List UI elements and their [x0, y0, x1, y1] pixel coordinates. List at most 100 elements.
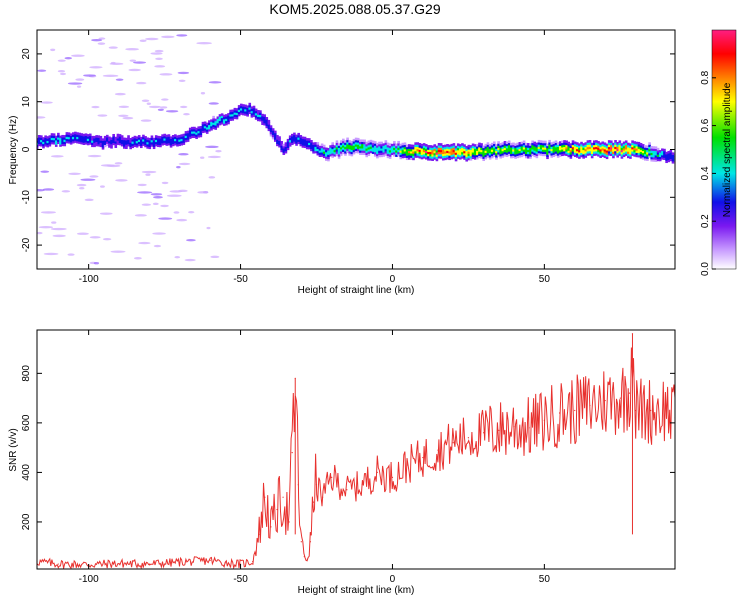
snr-series-line: [37, 347, 675, 569]
ridge-cell: [584, 153, 588, 156]
ridge-cell: [522, 149, 526, 152]
ridge-cell: [433, 148, 437, 152]
ridge-cell: [490, 144, 494, 148]
ridge-cell: [554, 140, 558, 144]
ridge-cell: [308, 140, 311, 143]
ridge-cell: [433, 152, 437, 156]
ridge-cell: [439, 143, 443, 146]
ridge-cell: [554, 149, 558, 152]
ridge-cell: [82, 140, 86, 143]
ridge-cell: [561, 147, 564, 150]
ridge-cell: [635, 150, 639, 153]
ridge-cell: [376, 147, 379, 150]
noise-blob: [150, 193, 163, 196]
noise-blob: [134, 214, 147, 217]
ridge-cell: [50, 135, 54, 138]
ridge-cell: [637, 150, 641, 154]
ridge-cell: [359, 152, 362, 155]
noise-blob: [141, 170, 157, 174]
ridge-cell: [544, 153, 547, 157]
ridge-cell: [646, 151, 649, 155]
ridge-cell: [159, 144, 162, 148]
ridge-cell: [518, 150, 522, 154]
ridge-cell: [144, 142, 147, 146]
ridge-cell: [584, 155, 588, 158]
ridge-cell: [131, 145, 135, 149]
ridge-cell: [590, 151, 594, 154]
ridge-cell: [78, 132, 81, 136]
ridge-cell: [401, 142, 405, 146]
ridge-cell: [178, 137, 181, 140]
ridge-cell: [305, 144, 309, 148]
ridge-cell: [337, 149, 341, 153]
ridge-cell: [650, 156, 654, 160]
ridge-cell: [337, 145, 341, 148]
ridge-cell: [220, 121, 224, 125]
ridge-cell: [652, 159, 656, 162]
colorbar-gradient: [711, 29, 737, 270]
ridge-cell: [586, 140, 590, 143]
ridge-cell: [280, 143, 283, 146]
noise-blob: [79, 187, 85, 190]
ridge-cell: [252, 112, 256, 115]
ridge-cell: [424, 152, 428, 156]
ridge-cell: [235, 110, 239, 113]
ridge-cell: [635, 141, 639, 145]
ridge-cell: [116, 138, 120, 141]
snr-point: [589, 404, 591, 407]
ridge-cell: [295, 138, 298, 142]
snr-point: [574, 409, 576, 412]
ridge-cell: [165, 141, 169, 144]
ridge-cell: [488, 154, 492, 158]
ridge-cell: [429, 145, 432, 148]
ridge-cell: [395, 143, 398, 147]
ridge-cell: [210, 123, 213, 127]
ridge-cell: [197, 126, 201, 129]
ridge-cell: [401, 147, 405, 150]
ridge-cell: [573, 145, 577, 149]
noise-blob: [89, 66, 103, 69]
ridge-cell: [88, 135, 92, 139]
ridge-cell: [325, 158, 328, 161]
ridge-cell: [669, 156, 673, 160]
ridge-cell: [573, 147, 577, 151]
ridge-cell: [348, 140, 352, 143]
ridge-cell: [288, 139, 292, 143]
ridge-cell: [322, 149, 326, 152]
ridge-cell: [433, 154, 437, 158]
ridge-cell: [439, 149, 443, 153]
ridge-cell: [590, 153, 594, 157]
ridge-cell: [437, 153, 441, 157]
ridge-cell: [52, 139, 56, 143]
ridge-cell: [140, 136, 143, 140]
noise-blob: [84, 198, 94, 202]
ridge-cell: [195, 132, 198, 135]
noise-blob: [60, 72, 67, 76]
ridge-cell: [597, 149, 600, 153]
ridge-cell: [616, 144, 619, 147]
ridge-cell: [658, 152, 662, 155]
ridge-cell: [259, 114, 262, 118]
ridge-cell: [571, 148, 575, 152]
ridge-cell: [435, 154, 439, 157]
ridge-cell: [590, 144, 594, 148]
ridge-cell: [480, 149, 483, 153]
ridge-cell: [641, 148, 645, 151]
ridge-cell: [433, 144, 437, 147]
noise-blob: [76, 232, 89, 235]
ridge-cell: [571, 151, 575, 154]
ridge-cell: [388, 154, 392, 157]
ridge-cell: [437, 151, 441, 155]
ridge-cell: [420, 143, 424, 147]
ridge-cell: [561, 142, 564, 146]
ridge-cell: [137, 137, 141, 140]
ridge-cell: [571, 140, 575, 143]
ridge-cell: [446, 152, 449, 156]
ridge-cell: [669, 150, 673, 153]
ridge-cell: [582, 151, 585, 155]
ridge-cell: [533, 148, 537, 151]
ridge-cell: [565, 142, 568, 146]
ridge-cell: [516, 149, 520, 152]
ridge-cell: [118, 134, 122, 137]
ridge-cell: [201, 126, 205, 129]
